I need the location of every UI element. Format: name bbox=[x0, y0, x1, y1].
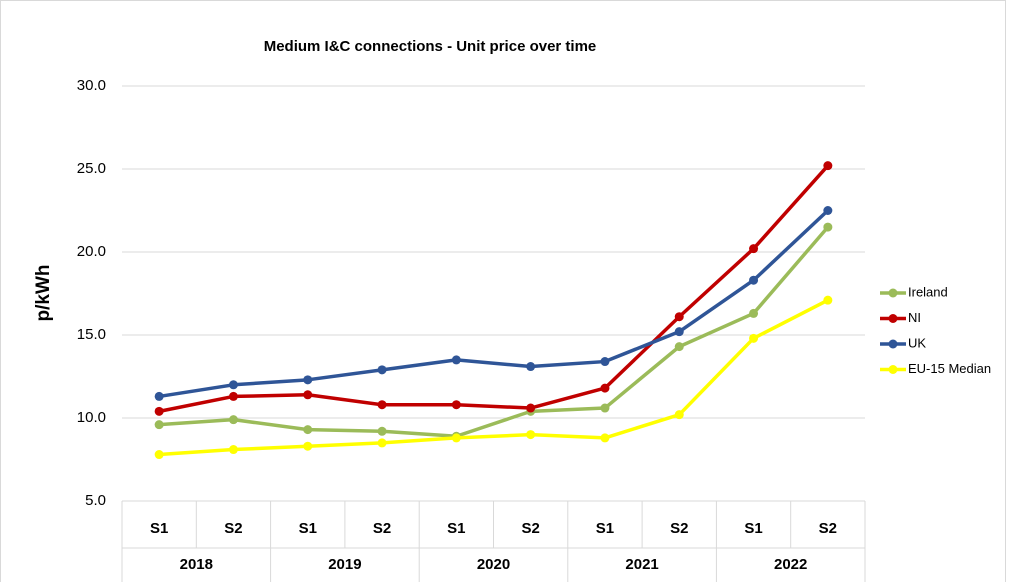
data-point bbox=[377, 426, 387, 436]
y-tick-label: 25.0 bbox=[77, 160, 106, 177]
y-tick-label: 15.0 bbox=[77, 326, 106, 343]
x-group-label: 2019 bbox=[328, 556, 361, 573]
x-tick-label: S1 bbox=[299, 520, 317, 537]
data-point bbox=[451, 400, 461, 410]
y-tick-label: 10.0 bbox=[77, 409, 106, 426]
data-point bbox=[823, 222, 833, 232]
x-tick-label: S2 bbox=[521, 520, 539, 537]
data-point bbox=[600, 403, 610, 413]
x-group-label: 2018 bbox=[180, 556, 213, 573]
legend-label: UK bbox=[908, 335, 926, 350]
data-point bbox=[451, 355, 461, 365]
x-tick-label: S2 bbox=[373, 520, 391, 537]
data-point bbox=[600, 383, 610, 393]
data-point bbox=[377, 365, 387, 375]
data-point bbox=[674, 312, 684, 322]
data-point bbox=[674, 410, 684, 420]
data-point bbox=[377, 438, 387, 448]
data-point bbox=[228, 380, 238, 390]
x-tick-label: S2 bbox=[670, 520, 688, 537]
data-point bbox=[303, 441, 313, 451]
y-tick-label: 5.0 bbox=[85, 492, 106, 509]
data-point bbox=[303, 375, 313, 385]
y-tick-label: 30.0 bbox=[77, 77, 106, 94]
data-point bbox=[526, 362, 536, 372]
data-point bbox=[823, 161, 833, 171]
data-point bbox=[674, 327, 684, 337]
data-point bbox=[154, 450, 164, 460]
data-point bbox=[674, 342, 684, 352]
data-point bbox=[600, 433, 610, 443]
data-point bbox=[303, 425, 313, 435]
data-point bbox=[600, 357, 610, 367]
legend-label: NI bbox=[908, 310, 921, 325]
series-line bbox=[159, 298, 829, 457]
x-tick-label: S2 bbox=[819, 520, 837, 537]
data-point bbox=[228, 415, 238, 425]
data-point bbox=[823, 295, 833, 305]
legend-label: EU-15 Median bbox=[908, 361, 991, 376]
data-point bbox=[749, 333, 759, 343]
data-point bbox=[451, 433, 461, 443]
x-tick-label: S1 bbox=[150, 520, 168, 537]
x-tick-label: S1 bbox=[744, 520, 762, 537]
data-point bbox=[303, 390, 313, 400]
data-point bbox=[154, 406, 164, 416]
data-point bbox=[749, 244, 759, 254]
series-line bbox=[159, 225, 830, 439]
data-point bbox=[749, 275, 759, 285]
data-point bbox=[154, 420, 164, 430]
series-line bbox=[158, 164, 830, 414]
data-point bbox=[823, 206, 833, 215]
x-tick-label: S1 bbox=[447, 520, 465, 537]
legend-label: Ireland bbox=[908, 284, 948, 299]
data-point bbox=[228, 445, 238, 455]
data-point bbox=[377, 400, 387, 410]
data-point bbox=[526, 403, 536, 413]
chart-title: Medium I&C connections - Unit price over… bbox=[264, 38, 597, 55]
y-axis-label: p/kWh bbox=[33, 265, 54, 322]
data-point bbox=[749, 308, 759, 318]
data-point bbox=[154, 391, 164, 401]
y-tick-label: 20.0 bbox=[77, 243, 106, 260]
x-group-label: 2021 bbox=[625, 556, 658, 573]
x-tick-label: S1 bbox=[596, 520, 614, 537]
legend-marker bbox=[888, 365, 898, 374]
x-tick-label: S2 bbox=[224, 520, 242, 537]
legend-marker bbox=[888, 314, 898, 323]
series-line bbox=[158, 209, 830, 399]
legend-marker bbox=[888, 288, 898, 298]
data-point bbox=[228, 391, 238, 401]
x-group-label: 2020 bbox=[477, 556, 510, 573]
data-point bbox=[526, 430, 536, 440]
legend-marker bbox=[888, 339, 898, 349]
x-group-label: 2022 bbox=[774, 556, 807, 573]
